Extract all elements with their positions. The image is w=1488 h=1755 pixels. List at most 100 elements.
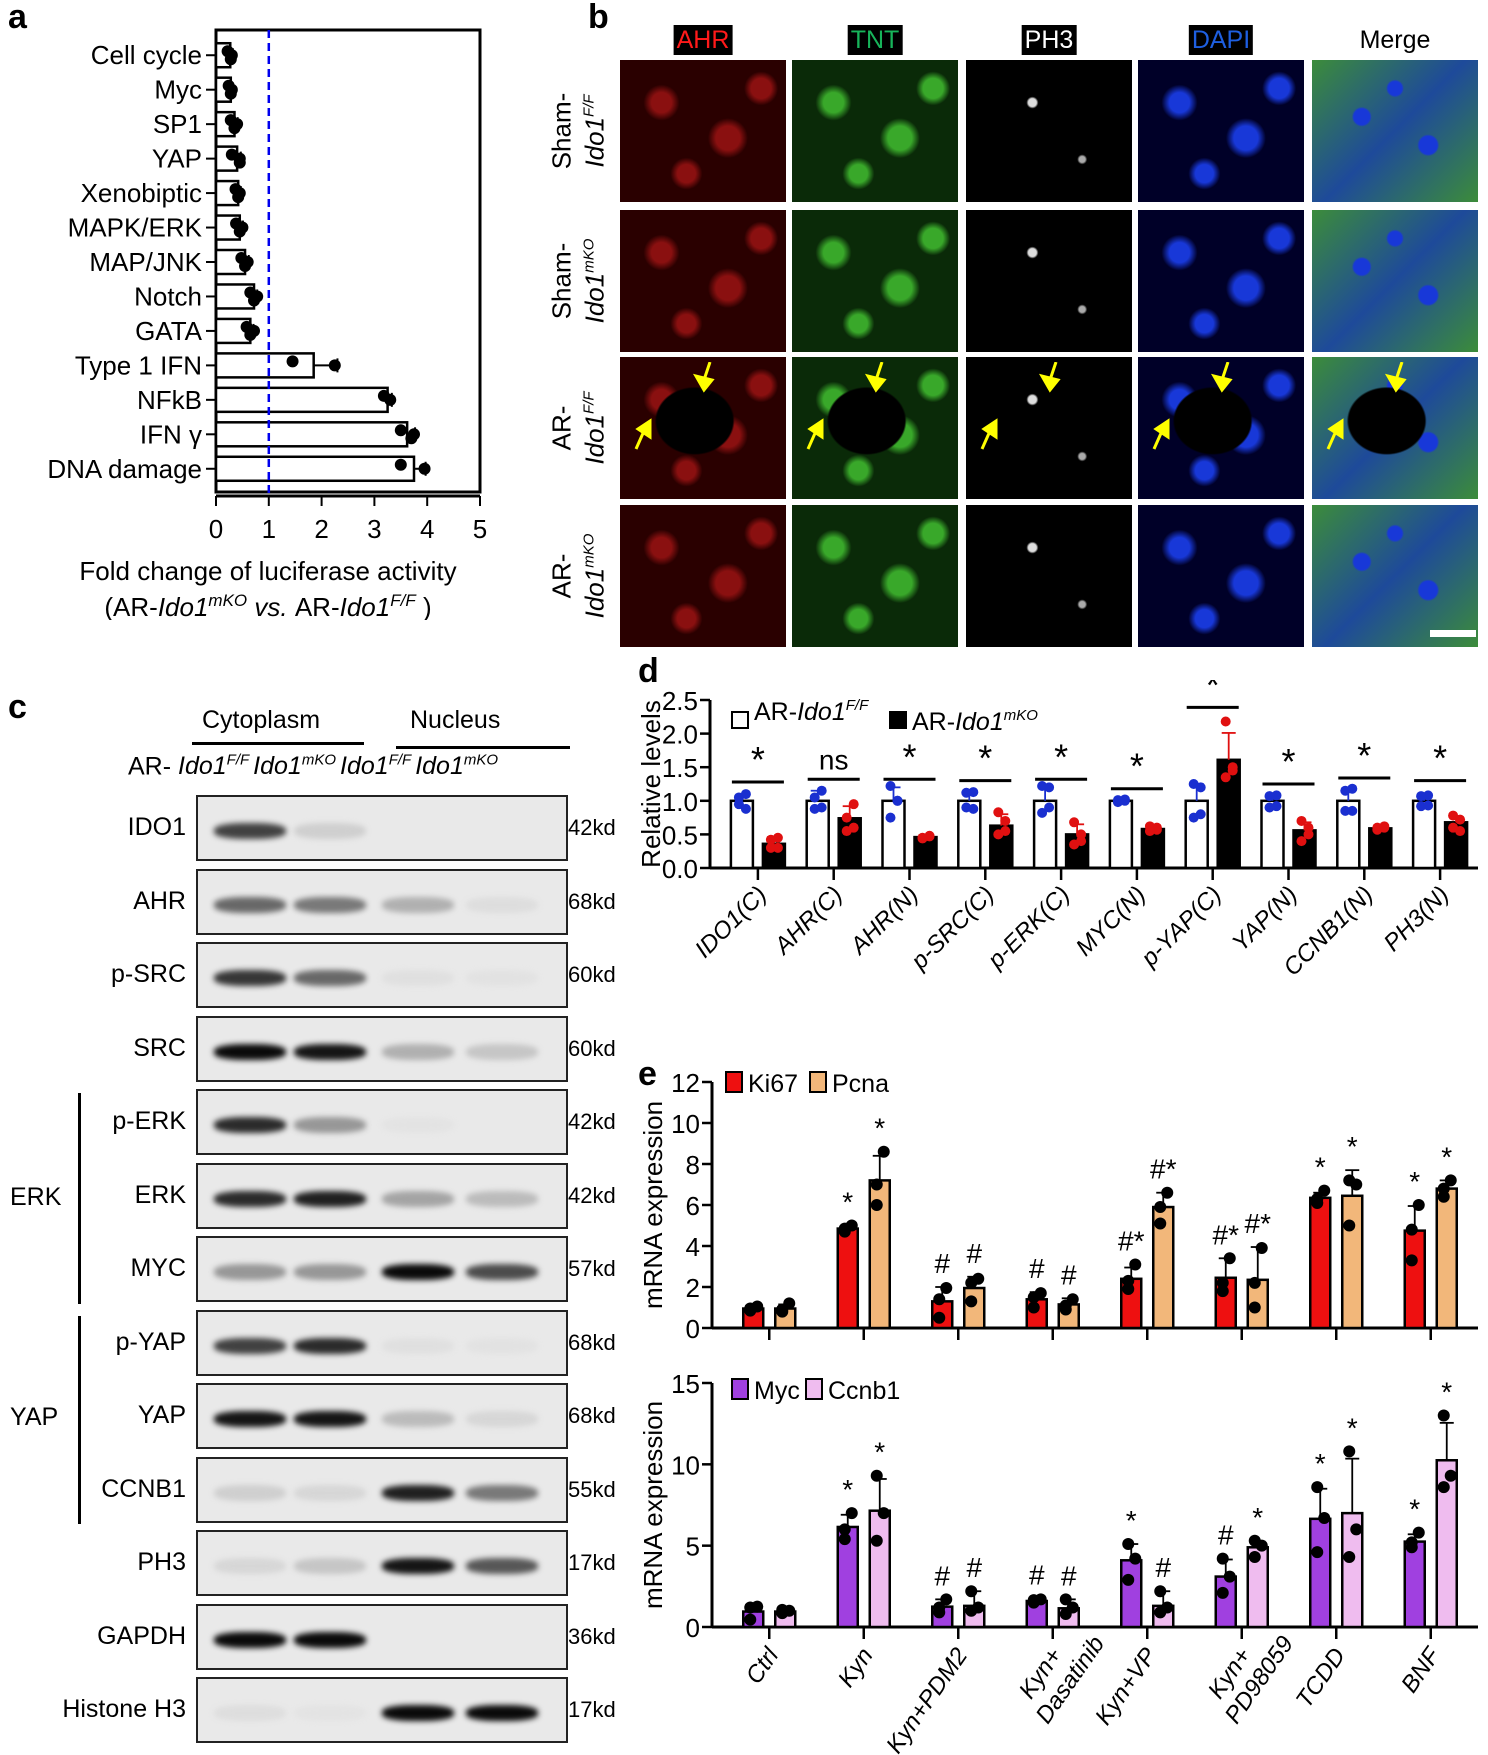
y-axis-label: mRNA expression xyxy=(640,1401,668,1609)
data-point xyxy=(848,799,859,810)
lane-label-1: Ido1mKO xyxy=(253,752,337,781)
band-lane-3 xyxy=(466,896,538,913)
data-point xyxy=(816,785,827,796)
band-lane-1 xyxy=(294,1411,366,1427)
bar-ki67 xyxy=(1309,1196,1332,1330)
band-lane-1 xyxy=(294,1705,366,1721)
significance-label: ns xyxy=(819,744,849,775)
yellow-arrow-icon xyxy=(980,418,998,450)
lane-label-2: Ido1F/F xyxy=(340,752,412,781)
data-point xyxy=(1129,1258,1142,1271)
data-point xyxy=(1448,810,1459,821)
legend-label-ccnb1: Ccnb1 xyxy=(828,1377,900,1405)
data-point xyxy=(244,328,257,341)
band-lane-0 xyxy=(214,1337,286,1354)
data-point xyxy=(1264,791,1275,802)
data-point xyxy=(965,1295,978,1308)
x-tick-label: p-SRC(C) xyxy=(905,881,999,975)
significance-marker: * xyxy=(1441,1141,1452,1172)
bar xyxy=(214,386,389,414)
data-point xyxy=(1216,1276,1229,1289)
molecular-weight-label: 57kd xyxy=(568,1256,616,1281)
significance-marker: # xyxy=(1061,1259,1077,1290)
molecular-weight-label: 55kd xyxy=(568,1476,616,1502)
data-point xyxy=(1220,716,1231,727)
data-point xyxy=(1416,791,1427,802)
data-point xyxy=(740,803,751,814)
bar-row: IFN γ xyxy=(140,419,420,449)
micrograph-dapi-row3 xyxy=(1138,505,1304,647)
data-point xyxy=(1437,1481,1450,1494)
data-point xyxy=(1122,1573,1135,1586)
y-axis-label: Relative levels xyxy=(640,700,666,868)
band-lane-0 xyxy=(214,1631,286,1648)
y-tick-label: 2.5 xyxy=(662,686,698,716)
data-point xyxy=(877,1507,890,1520)
data-point xyxy=(965,1585,978,1598)
side-group-label-erk: ERK xyxy=(10,1182,62,1211)
data-point xyxy=(1318,1184,1331,1197)
blot-gapdh xyxy=(196,1603,568,1670)
band-lane-2 xyxy=(382,970,454,986)
group-underline-cytoplasm xyxy=(192,742,364,745)
data-point xyxy=(1220,772,1231,783)
data-point xyxy=(1255,1242,1268,1255)
y-tick-label: 0 xyxy=(686,1613,700,1643)
data-point xyxy=(233,225,246,238)
band-lane-2 xyxy=(382,1264,454,1280)
luciferase-fold-change-chart: Cell cycle Myc SP1 YAP Xenobiptic MAPK/ERK MAP… xyxy=(47,28,487,620)
micrograph-merge-row1 xyxy=(1312,210,1478,352)
data-point xyxy=(1216,1586,1229,1599)
data-point xyxy=(1423,800,1434,811)
x-tick-label: TCDD xyxy=(1291,1643,1351,1713)
data-point xyxy=(248,294,261,307)
blot-label: IDO1 xyxy=(127,813,186,841)
category-group: # #Kyn+Dasatinib xyxy=(1014,1560,1110,1729)
data-point xyxy=(1161,1601,1174,1614)
band-lane-2 xyxy=(382,1411,454,1427)
bar-row: GATA xyxy=(135,316,261,346)
channel-label-ahr: AHR xyxy=(673,25,733,55)
lane-label-3: Ido1mKO xyxy=(415,752,499,781)
band-lane-1 xyxy=(294,1043,366,1060)
blot-label: p-ERK xyxy=(112,1107,186,1135)
data-point xyxy=(1122,1283,1135,1296)
blot-p-src xyxy=(196,942,568,1008)
blot-label: YAP xyxy=(137,1401,186,1429)
bar-pcna xyxy=(963,1286,986,1330)
micrograph-tnt-row1 xyxy=(792,210,958,352)
data-point xyxy=(924,831,935,842)
significance-marker: # xyxy=(966,1238,982,1269)
row-label-0: Sham- Ido1F/F xyxy=(546,92,610,170)
bar-myc xyxy=(1120,1559,1143,1629)
band-lane-0 xyxy=(214,1043,286,1060)
yellow-arrow-icon xyxy=(692,362,715,393)
y-tick-label: 2.0 xyxy=(662,720,698,750)
group-label-nucleus: Nucleus xyxy=(410,706,501,734)
yellow-arrow-icon xyxy=(634,418,652,450)
significance-label: * xyxy=(751,739,765,780)
band-lane-0 xyxy=(214,1558,286,1574)
x-tick-label: p-ERK(C) xyxy=(982,881,1075,974)
data-point xyxy=(1340,785,1351,796)
panel-letter-d: d xyxy=(638,652,659,690)
bar-myc xyxy=(1403,1540,1426,1629)
data-point xyxy=(1122,1274,1135,1287)
data-point xyxy=(1311,1546,1324,1559)
data-point xyxy=(1151,824,1162,835)
data-point xyxy=(733,792,744,803)
data-point xyxy=(1059,1299,1072,1312)
significance-marker: * xyxy=(842,1474,853,1505)
significance-label: * xyxy=(1433,738,1447,779)
blot-label: PH3 xyxy=(137,1548,186,1576)
y-tick-label: 10 xyxy=(671,1450,700,1480)
blot-erk xyxy=(196,1162,568,1229)
significance-marker: # xyxy=(1029,1560,1045,1591)
significance-marker: #* xyxy=(1118,1225,1145,1256)
significance-marker: * xyxy=(1126,1505,1137,1536)
data-point xyxy=(394,458,407,471)
band-lane-2 xyxy=(382,1337,454,1354)
data-point xyxy=(1059,1593,1072,1606)
bar-row: Myc xyxy=(154,75,238,105)
